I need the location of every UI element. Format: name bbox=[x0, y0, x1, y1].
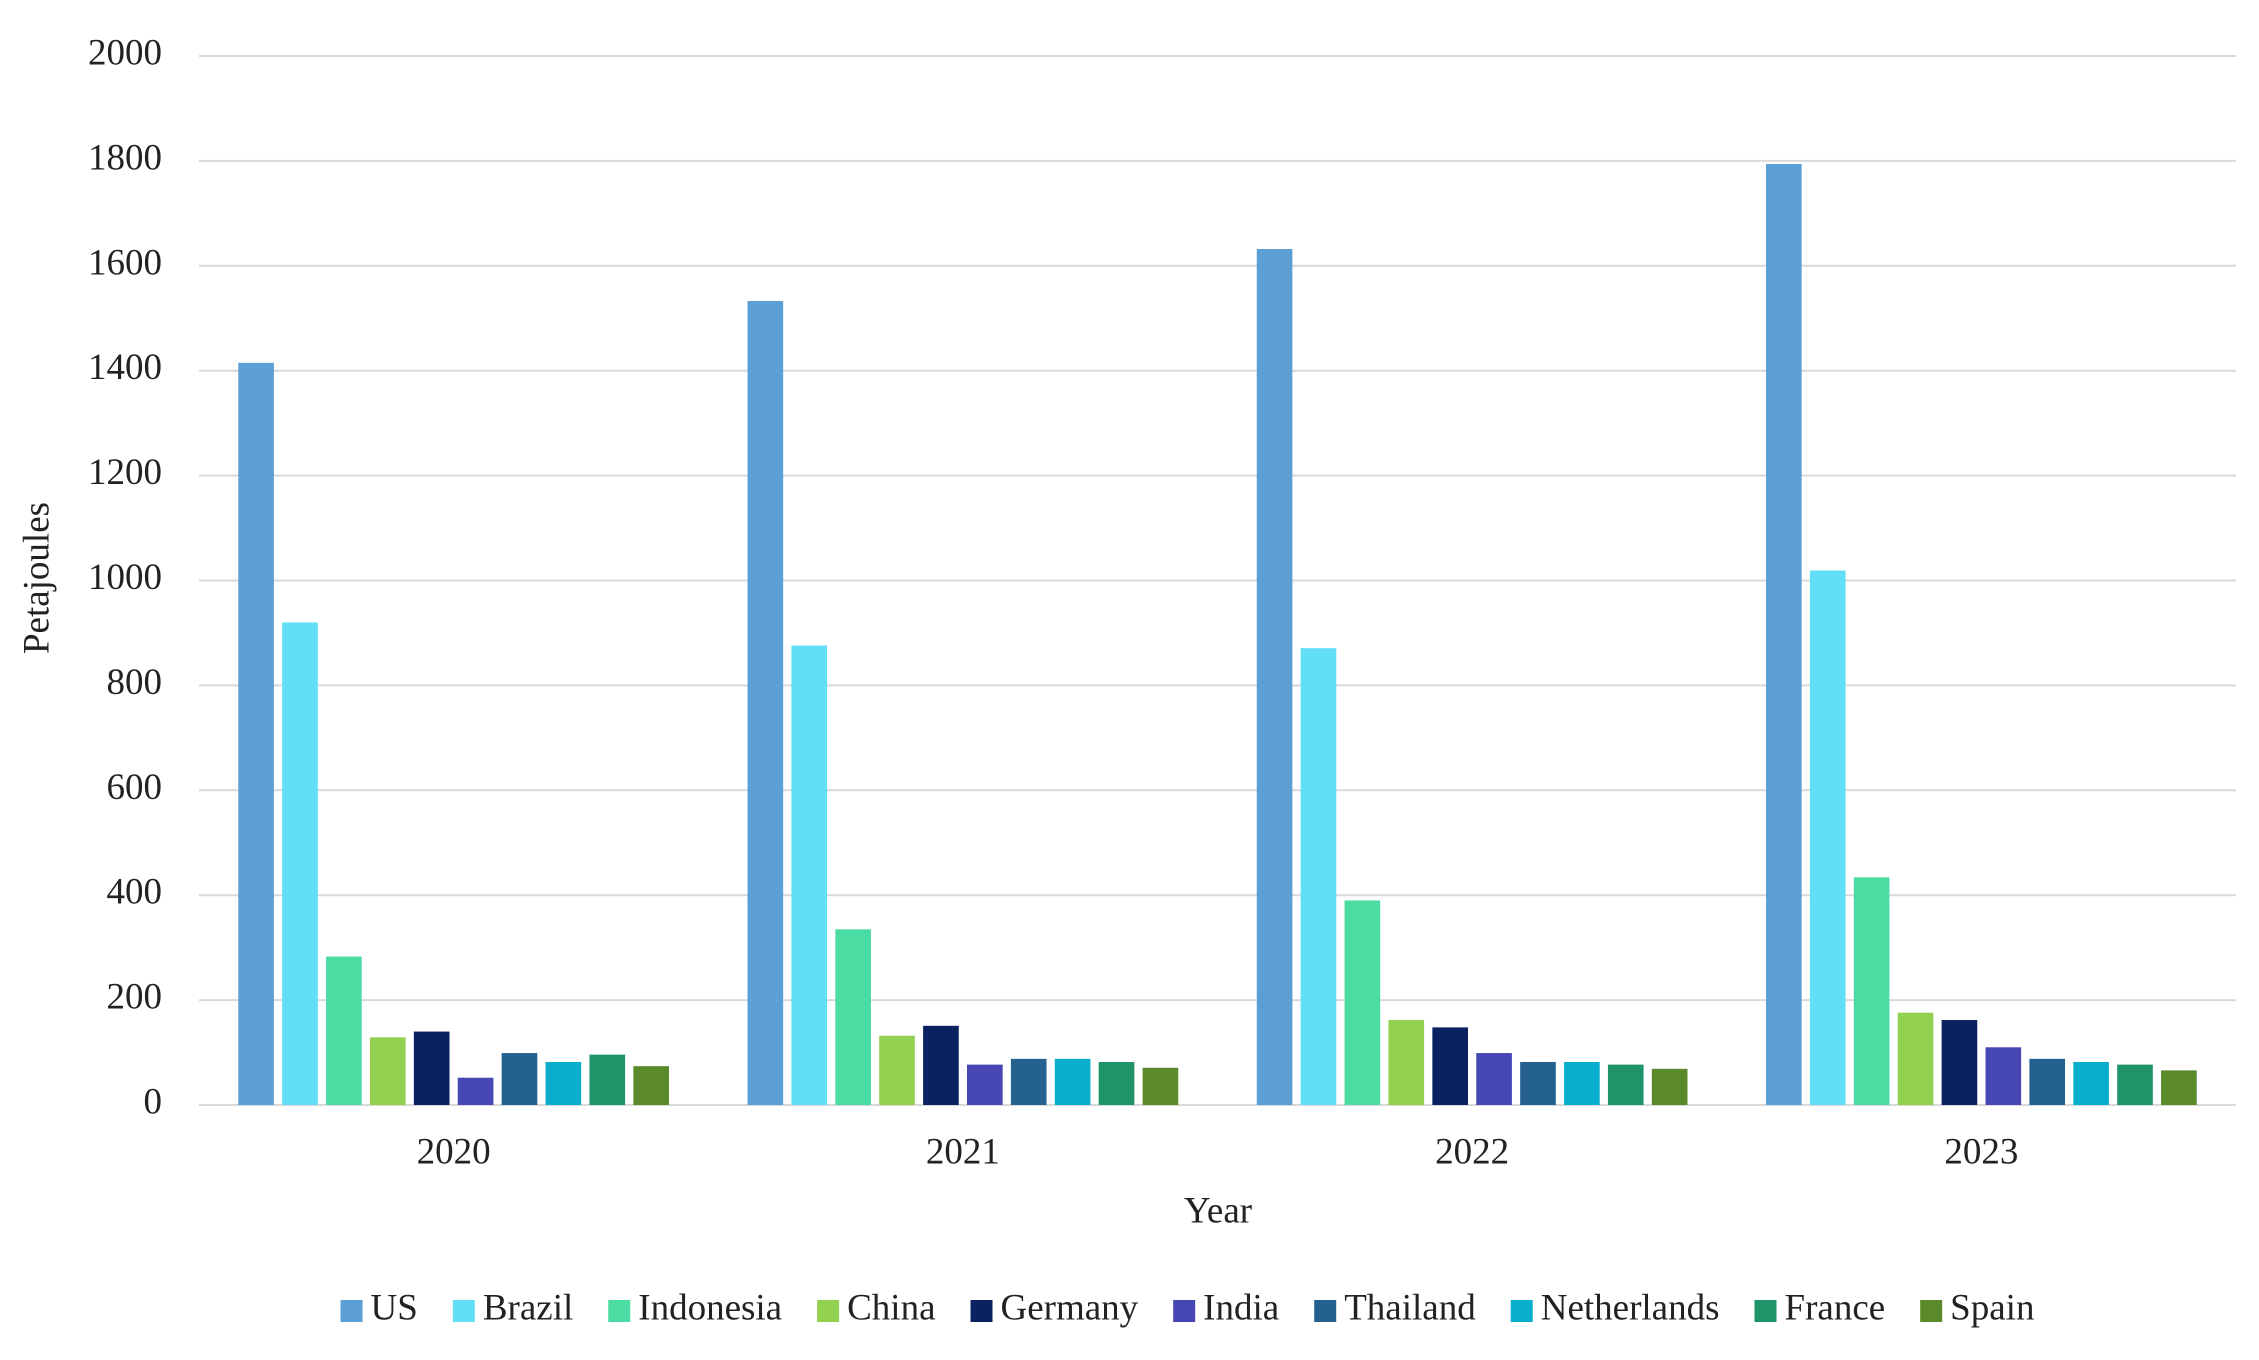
x-tick-label: 2020 bbox=[417, 1131, 491, 1172]
bar bbox=[1766, 164, 1802, 1105]
legend-swatch bbox=[1754, 1300, 1777, 1322]
bar bbox=[1897, 1012, 1934, 1105]
bar bbox=[1142, 1067, 1179, 1105]
bar bbox=[1520, 1061, 1556, 1105]
bar bbox=[1344, 900, 1381, 1105]
x-axis-title: Year bbox=[1184, 1190, 1252, 1231]
bar bbox=[1432, 1027, 1468, 1105]
bar bbox=[545, 1061, 582, 1105]
bar bbox=[238, 362, 274, 1105]
y-axis-title: Petajoules bbox=[16, 502, 57, 654]
bar bbox=[1010, 1058, 1047, 1105]
legend-swatch bbox=[608, 1300, 631, 1322]
legend-label: Thailand bbox=[1344, 1287, 1476, 1328]
legend-label: France bbox=[1785, 1287, 1886, 1328]
legend-swatch bbox=[1173, 1300, 1196, 1322]
legend-swatch bbox=[340, 1300, 363, 1322]
x-tick-label: 2023 bbox=[1944, 1131, 2018, 1172]
bar bbox=[501, 1053, 538, 1105]
bar bbox=[879, 1035, 915, 1105]
x-tick-label: 2021 bbox=[926, 1131, 1000, 1172]
y-tick-label: 1400 bbox=[88, 347, 162, 388]
bar bbox=[1941, 1020, 1978, 1105]
bar bbox=[413, 1031, 450, 1105]
bar bbox=[457, 1077, 494, 1105]
bar bbox=[282, 622, 318, 1105]
bar bbox=[1300, 648, 1337, 1105]
legend-label: India bbox=[1203, 1287, 1279, 1328]
legend-label: Netherlands bbox=[1541, 1287, 1720, 1328]
legend-label: Indonesia bbox=[638, 1287, 782, 1328]
bar bbox=[1256, 249, 1293, 1106]
bar bbox=[1651, 1068, 1688, 1105]
y-tick-label: 2000 bbox=[88, 32, 162, 73]
legend: US Brazil Indonesia China Germany India Thaila… bbox=[340, 1287, 2034, 1328]
bar bbox=[589, 1054, 626, 1105]
y-tick-label: 1200 bbox=[88, 452, 162, 493]
bar bbox=[1985, 1047, 2022, 1105]
y-tick-label: 200 bbox=[107, 977, 163, 1018]
y-tick-label: 400 bbox=[107, 872, 163, 913]
bar bbox=[791, 645, 828, 1105]
legend-label: China bbox=[847, 1287, 935, 1328]
bar bbox=[1607, 1064, 1644, 1105]
bar bbox=[326, 956, 362, 1105]
legend-swatch bbox=[1510, 1300, 1533, 1322]
x-tick-label: 2022 bbox=[1435, 1131, 1509, 1172]
bar bbox=[369, 1037, 406, 1105]
legend-swatch bbox=[1920, 1300, 1943, 1322]
bar bbox=[1853, 877, 1890, 1105]
bar bbox=[1476, 1053, 1512, 1105]
y-tick-label: 600 bbox=[107, 767, 163, 808]
bar bbox=[923, 1025, 959, 1105]
legend-swatch bbox=[817, 1300, 840, 1322]
bar bbox=[747, 300, 784, 1105]
bar bbox=[2029, 1058, 2066, 1105]
y-tick-label: 1000 bbox=[88, 557, 162, 598]
bar bbox=[633, 1066, 669, 1105]
bar bbox=[835, 929, 871, 1105]
y-tick-label: 800 bbox=[107, 662, 163, 703]
legend-label: US bbox=[371, 1287, 418, 1328]
legend-label: Germany bbox=[1001, 1287, 1139, 1328]
bar bbox=[1809, 570, 1846, 1105]
bar bbox=[966, 1064, 1003, 1105]
bar bbox=[2117, 1064, 2153, 1105]
bar bbox=[1388, 1020, 1425, 1105]
y-tick-label: 0 bbox=[144, 1081, 163, 1122]
legend-label: Brazil bbox=[483, 1287, 573, 1328]
y-tick-label: 1600 bbox=[88, 242, 162, 283]
bar bbox=[1098, 1061, 1135, 1105]
legend-swatch bbox=[452, 1300, 475, 1322]
bar bbox=[1564, 1061, 1600, 1105]
bar bbox=[2073, 1061, 2109, 1105]
legend-swatch bbox=[1314, 1300, 1337, 1322]
y-tick-label: 1800 bbox=[88, 137, 162, 178]
legend-label: Spain bbox=[1950, 1287, 2034, 1328]
bar bbox=[2161, 1070, 2197, 1105]
bar bbox=[1054, 1058, 1091, 1105]
legend-swatch bbox=[970, 1300, 993, 1322]
